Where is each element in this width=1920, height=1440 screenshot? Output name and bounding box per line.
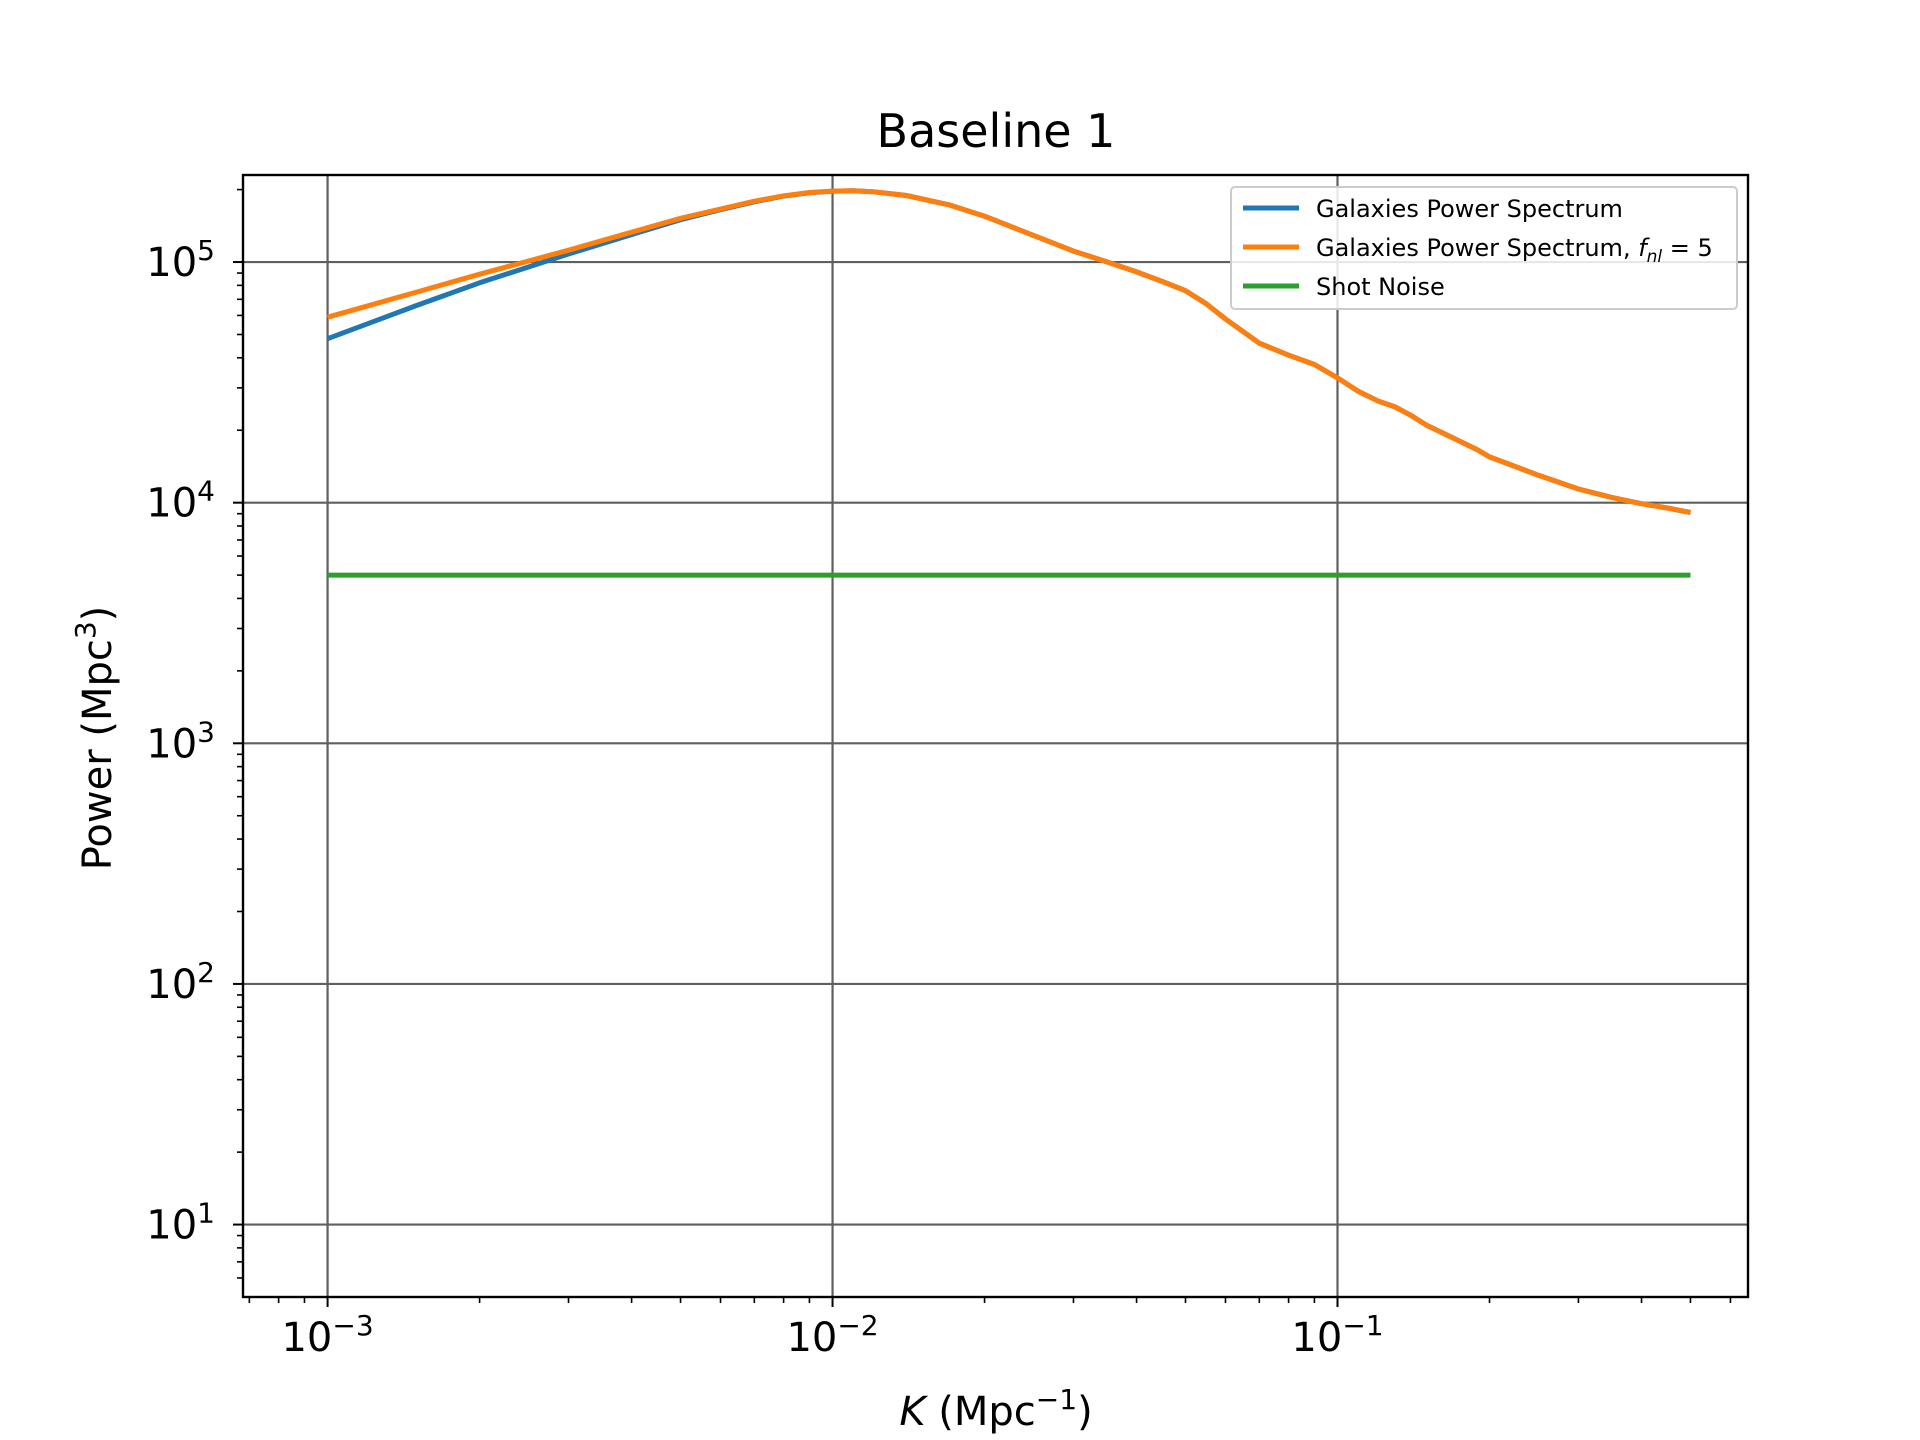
y-tick-label-base: 10 bbox=[146, 721, 197, 767]
y-tick-label-base: 10 bbox=[146, 481, 197, 527]
y-tick-label-base: 10 bbox=[146, 962, 197, 1008]
y-tick-label: 101 bbox=[146, 1197, 215, 1249]
y-tick-label-base: 10 bbox=[146, 240, 197, 286]
legend-label-galaxies: Galaxies Power Spectrum bbox=[1316, 195, 1623, 223]
legend-box bbox=[1230, 186, 1738, 310]
y-tick-label-exp: 5 bbox=[197, 234, 215, 267]
x-axis-label-unit: (Mpc bbox=[926, 1389, 1036, 1435]
legend-label-galaxies-fnl: Galaxies Power Spectrum, fnl = 5 bbox=[1316, 234, 1713, 267]
legend: Galaxies Power Spectrum Galaxies Power S… bbox=[1230, 186, 1738, 310]
y-tick-label: 105 bbox=[146, 234, 215, 286]
y-tick-label: 102 bbox=[146, 956, 215, 1008]
series-line-1 bbox=[326, 188, 1691, 515]
x-axis-label-exp: −1 bbox=[1036, 1383, 1077, 1416]
y-axis-label-close: ) bbox=[75, 606, 121, 622]
x-tick-label: 10−3 bbox=[281, 1309, 373, 1361]
legend-label-fnl-sub: nl bbox=[1647, 247, 1663, 267]
x-tick-label-exp: −2 bbox=[837, 1309, 878, 1342]
y-tick-label-exp: 4 bbox=[197, 475, 215, 508]
x-tick-label: 10−1 bbox=[1291, 1309, 1383, 1361]
x-axis-label: K (Mpc−1) bbox=[899, 1383, 1092, 1435]
legend-label-shot-noise: Shot Noise bbox=[1316, 273, 1445, 301]
x-axis-label-main: K bbox=[899, 1389, 928, 1435]
x-tick-label-exp: −1 bbox=[1342, 1309, 1383, 1342]
y-tick-label: 104 bbox=[146, 475, 215, 527]
legend-label-fnl-rest: = 5 bbox=[1662, 234, 1713, 262]
plot-series bbox=[326, 188, 1691, 578]
y-tick-label-exp: 3 bbox=[197, 715, 215, 748]
y-tick-label-exp: 2 bbox=[197, 956, 215, 989]
x-tick-label-base: 10 bbox=[281, 1315, 332, 1361]
y-tick-label: 103 bbox=[146, 715, 215, 767]
chart-title: Baseline 1 bbox=[877, 104, 1116, 158]
y-axis-label-main: Power (Mpc bbox=[75, 639, 121, 870]
x-tick-label-base: 10 bbox=[1291, 1315, 1342, 1361]
y-tick-label-base: 10 bbox=[146, 1203, 197, 1249]
x-axis-label-close: ) bbox=[1077, 1389, 1093, 1435]
plot-frame bbox=[241, 173, 1750, 1299]
y-axis-label: Power (Mpc3) bbox=[69, 606, 121, 871]
legend-label-galaxies-fnl-text: Galaxies Power Spectrum, bbox=[1316, 234, 1638, 262]
y-axis-label-exp: 3 bbox=[69, 621, 102, 639]
y-tick-label-exp: 1 bbox=[197, 1197, 215, 1230]
x-tick-label-base: 10 bbox=[786, 1315, 837, 1361]
x-tick-label: 10−2 bbox=[786, 1309, 878, 1361]
x-tick-label-exp: −3 bbox=[332, 1309, 373, 1342]
grid bbox=[243, 175, 1748, 1297]
